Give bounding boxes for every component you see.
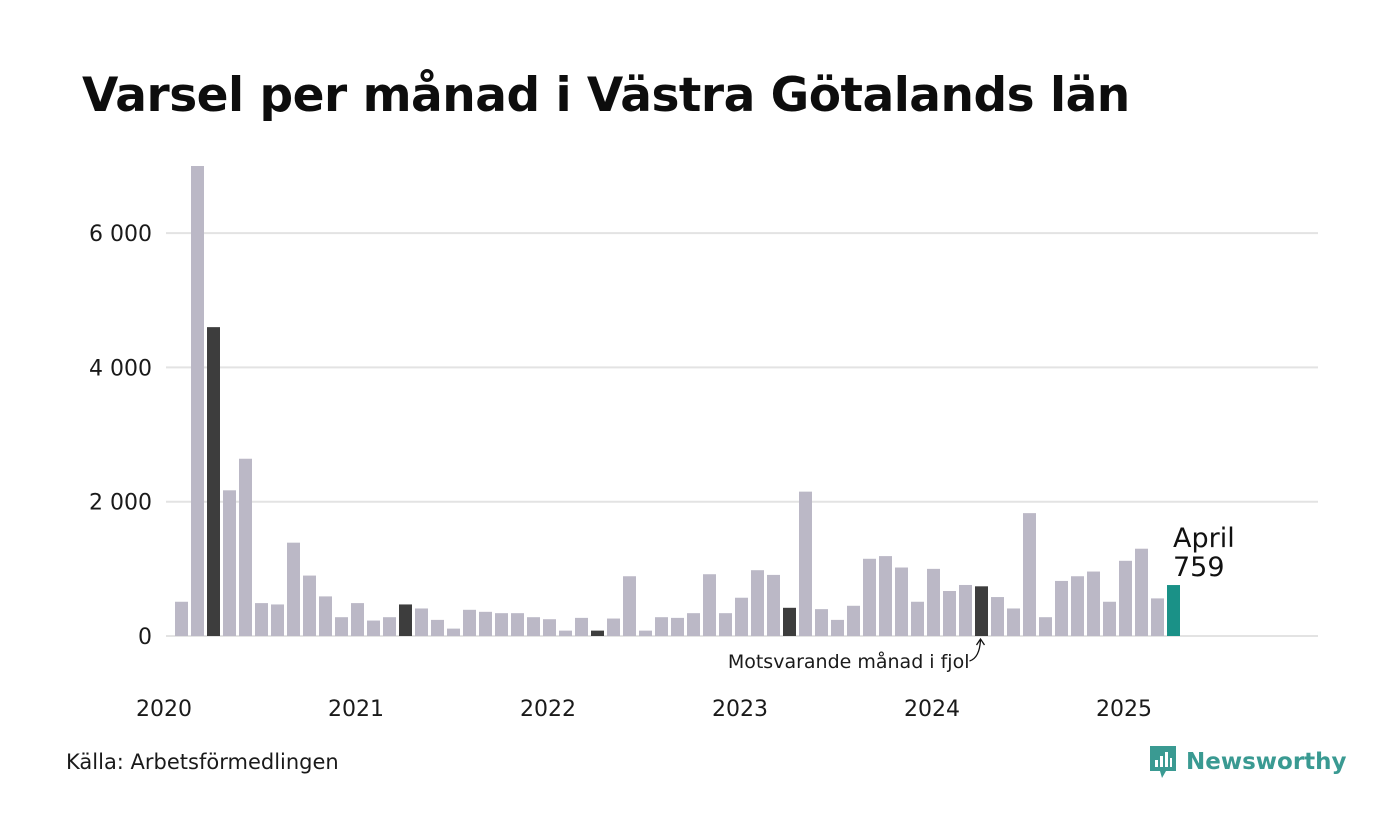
bar: [895, 567, 908, 636]
bar: [687, 613, 700, 636]
bar: [1087, 571, 1100, 636]
bar: [1119, 560, 1132, 636]
same-month-note: Motsvarande månad i fjol: [728, 650, 970, 673]
bar: [671, 617, 684, 636]
bar: [943, 591, 956, 636]
bar: [335, 617, 348, 636]
bar: [287, 542, 300, 636]
bar: [607, 618, 620, 636]
bar: [863, 558, 876, 636]
bar: [575, 617, 588, 636]
bar: [815, 609, 828, 636]
current-value-label: 759: [1173, 552, 1225, 583]
x-tick-label: 2022: [520, 697, 576, 722]
bar: [1007, 608, 1020, 636]
bar-same-month: [591, 630, 604, 636]
y-tick-label: 6 000: [89, 222, 152, 247]
bar-same-month: [783, 607, 796, 636]
bar: [255, 603, 268, 636]
bar: [927, 568, 940, 636]
x-tick-label: 2020: [136, 697, 192, 722]
x-axis-ticks: 2020 2021 2022 2023 2024 2025: [136, 697, 1152, 722]
bar-same-month: [207, 327, 220, 636]
bar: [527, 617, 540, 636]
bar: [1039, 617, 1052, 636]
bar: [703, 574, 716, 636]
bar: [1103, 601, 1116, 636]
bar-same-month: [399, 604, 412, 636]
bar: [639, 630, 652, 636]
page-title: Varsel per månad i Västra Götalands län: [82, 68, 1130, 123]
bar: [735, 597, 748, 636]
bars: [175, 166, 1180, 636]
bar: [495, 613, 508, 636]
bar: [191, 166, 204, 636]
bar: [719, 613, 732, 636]
arrowhead-icon: [975, 637, 986, 646]
y-tick-label: 4 000: [89, 356, 152, 381]
y-tick-label: 0: [138, 625, 152, 650]
bar: [367, 620, 380, 636]
y-axis-ticks: 0 2 000 4 000 6 000: [89, 222, 152, 650]
bar: [463, 609, 476, 636]
bar: [223, 490, 236, 636]
bar: [879, 556, 892, 636]
y-tick-label: 2 000: [89, 491, 152, 516]
bar: [271, 604, 284, 636]
bar: [351, 603, 364, 636]
bar: [383, 617, 396, 636]
bar: [1023, 513, 1036, 636]
bar: [1071, 576, 1084, 636]
bar: [799, 491, 812, 636]
bar: [303, 575, 316, 636]
bar: [655, 617, 668, 636]
bar: [479, 611, 492, 636]
bar: [831, 619, 844, 636]
bar: [751, 570, 764, 636]
bar: [431, 619, 444, 636]
bar: [767, 574, 780, 636]
arrow-icon: [969, 639, 982, 662]
brand-name: Newsworthy: [1186, 749, 1347, 775]
annotations: April 759 Motsvarande månad i fjol: [728, 523, 1235, 673]
bar: [991, 597, 1004, 636]
bar: [911, 601, 924, 636]
x-tick-label: 2023: [712, 697, 768, 722]
x-tick-label: 2025: [1096, 697, 1152, 722]
bar: [959, 584, 972, 636]
bar: [239, 458, 252, 636]
x-tick-label: 2024: [904, 697, 960, 722]
bar: [175, 601, 188, 636]
bar: [1151, 598, 1164, 636]
bar-same-month: [975, 586, 988, 636]
bar-current: [1167, 585, 1180, 636]
bar: [543, 619, 556, 636]
brand-logo[interactable]: Newsworthy: [1148, 744, 1347, 780]
source-note: Källa: Arbetsförmedlingen: [66, 750, 339, 774]
bar: [511, 613, 524, 636]
bar: [447, 628, 460, 636]
current-month-label: April: [1173, 523, 1235, 554]
bar: [847, 605, 860, 636]
bar: [319, 596, 332, 636]
bar: [415, 608, 428, 636]
bar: [1135, 548, 1148, 636]
bar: [559, 630, 572, 636]
x-tick-label: 2021: [328, 697, 384, 722]
bar: [1055, 580, 1068, 636]
bar: [623, 576, 636, 636]
bar-chart-bubble-icon: [1150, 746, 1176, 778]
